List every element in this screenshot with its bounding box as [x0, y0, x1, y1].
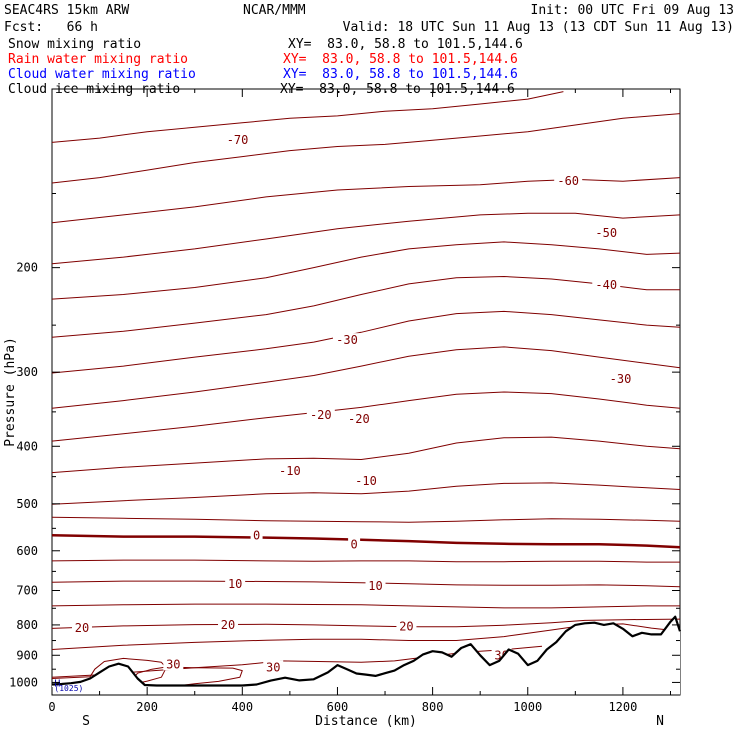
- contour-line: [51, 241, 681, 300]
- contour-label-background: [396, 619, 417, 633]
- contour-label: -40: [595, 278, 617, 292]
- y-tick-label: 500: [16, 497, 38, 511]
- contour-label-background: [163, 657, 184, 671]
- forecast-hour: Fcst: 66 h: [4, 20, 98, 35]
- contour-line: [51, 310, 681, 374]
- contour-label-background: [352, 474, 380, 488]
- contour-label-background: [218, 617, 239, 631]
- extrema-markers: H(1025): [54, 678, 83, 693]
- contour-label-background: [592, 278, 621, 292]
- contour-label: -20: [310, 408, 332, 422]
- contour-label-background: [306, 407, 335, 421]
- init-time: Init: 00 UTC Fri 09 Aug 13: [531, 3, 735, 18]
- contour-line: [51, 603, 680, 609]
- x-axis-end-label: N: [656, 714, 664, 729]
- contour-label-background: [225, 577, 246, 591]
- y-tick-label: 300: [16, 365, 38, 379]
- contour-label: 0: [350, 538, 357, 552]
- contour-label-background: [275, 463, 304, 477]
- contour-line: [132, 666, 243, 686]
- contour-label: -30: [336, 333, 358, 347]
- contour-label: 10: [368, 579, 382, 593]
- contour-label: -20: [348, 412, 370, 426]
- x-tick-label: 1000: [513, 700, 542, 714]
- y-tick-label: 1000: [9, 675, 38, 689]
- terrain-fill: [52, 616, 680, 695]
- y-tick-label: 800: [16, 618, 38, 632]
- contour-label: -60: [557, 174, 579, 188]
- x-tick-label: 200: [136, 700, 158, 714]
- contour-line: [51, 482, 681, 505]
- contour-label: 10: [228, 577, 242, 591]
- contour-label: -30: [610, 372, 632, 386]
- contour-line: [51, 580, 681, 588]
- valid-time: Valid: 18 UTC Sun 11 Aug 13 (13 CDT Sun …: [343, 20, 734, 35]
- y-tick-label: 700: [16, 584, 38, 598]
- contour-label-background: [332, 333, 361, 347]
- contour-label: -10: [355, 474, 377, 488]
- contour-label-background: [223, 133, 252, 147]
- contour-lines: [51, 91, 681, 686]
- contour-line: [51, 276, 680, 338]
- y-tick-label: 900: [16, 648, 38, 662]
- x-axis-title: Distance (km): [315, 714, 417, 729]
- contour-label-background: [263, 660, 284, 674]
- contour-line: [51, 559, 680, 563]
- x-axis: 0 200 400 600 800 1000 1200: [48, 89, 671, 714]
- contour-label: 30: [266, 660, 280, 674]
- y-tick-label: 600: [16, 544, 38, 558]
- contour-label: -70: [227, 133, 249, 147]
- legend-rain-xy: XY= 83.0, 58.8 to 101.5,144.6: [283, 52, 518, 67]
- high-marker: H: [54, 678, 60, 689]
- terrain-line: [51, 615, 682, 687]
- contour-label: 30: [166, 657, 180, 671]
- contour-label: 0: [253, 529, 260, 543]
- contour-label: -10: [279, 464, 301, 478]
- x-axis-start-label: S: [82, 714, 90, 729]
- contour-label-background: [344, 412, 373, 426]
- contour-label-background: [348, 537, 361, 551]
- contour-line: [51, 436, 681, 474]
- contour-label-background: [592, 226, 621, 240]
- contour-line: [51, 657, 167, 685]
- contour-label-background: [250, 528, 263, 542]
- contour-label-background: [365, 579, 386, 593]
- contour-line: [51, 516, 681, 523]
- legend-cloudwater-xy: XY= 83.0, 58.8 to 101.5,144.6: [283, 67, 518, 82]
- x-tick-label: 400: [231, 700, 253, 714]
- contour-line: [51, 113, 681, 184]
- model-title: SEAC4RS 15km ARW: [4, 3, 129, 18]
- contour-line: [51, 212, 681, 265]
- x-tick-label: 1200: [608, 700, 637, 714]
- y-tick-label: 400: [16, 439, 38, 453]
- x-tick-label: 800: [422, 700, 444, 714]
- contour-label: -50: [595, 226, 617, 240]
- contour-line: [51, 177, 681, 224]
- x-tick-label: 600: [327, 700, 349, 714]
- contour-line: [51, 391, 681, 442]
- legend-snow-label: Snow mixing ratio: [8, 37, 141, 52]
- contour-label-background: [71, 620, 92, 634]
- y-tick-label: 200: [16, 261, 38, 275]
- contour-label: 20: [75, 621, 89, 635]
- high-value: (1025): [54, 684, 83, 693]
- contour-line: [51, 534, 681, 549]
- field-legend: Snow mixing ratio XY= 83.0, 58.8 to 101.…: [8, 37, 523, 97]
- legend-rain-label: Rain water mixing ratio: [8, 52, 188, 67]
- contour-label-background: [606, 371, 635, 385]
- contour-line: [51, 346, 681, 409]
- contour-label: 20: [399, 620, 413, 634]
- terrain-profile: [51, 615, 682, 696]
- contour-label: 20: [221, 618, 235, 632]
- legend-cloudwater-label: Cloud water mixing ratio: [8, 67, 196, 82]
- contour-label-background: [554, 174, 583, 188]
- contour-line: [51, 91, 564, 143]
- y-axis-title: Pressure (hPa): [3, 337, 18, 447]
- contour-labels: -70 -60 -50 -40 -30 -30 -20 -20 -10 -10 0 0 10 10 20 20…: [71, 133, 635, 674]
- x-tick-label: 0: [48, 700, 55, 714]
- org-label: NCAR/MMM: [243, 3, 306, 18]
- legend-snow-xy: XY= 83.0, 58.8 to 101.5,144.6: [288, 37, 523, 52]
